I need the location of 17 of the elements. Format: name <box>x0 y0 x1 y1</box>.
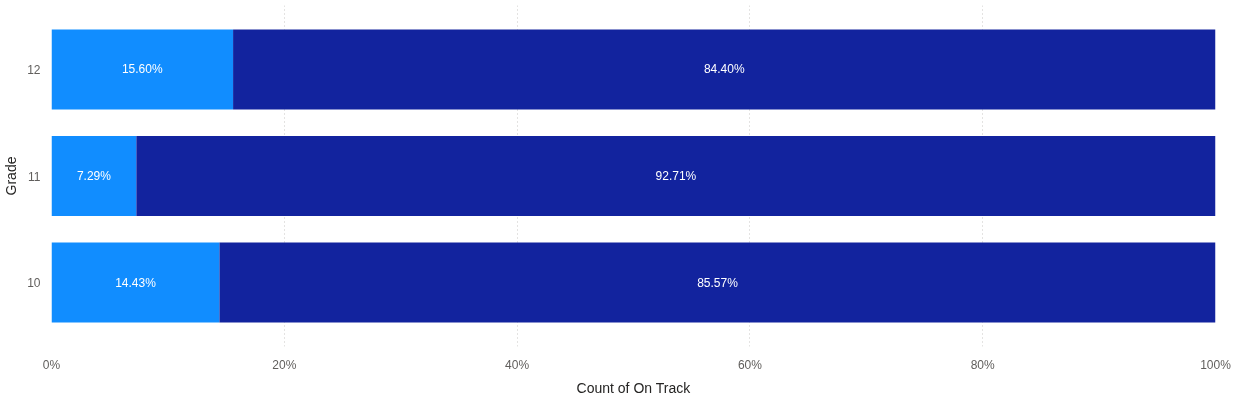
data-label: 84.40% <box>703 62 745 77</box>
data-label: 15.60% <box>121 62 163 77</box>
x-tick-label: 60% <box>737 357 763 372</box>
x-tick-label: 100% <box>1200 357 1232 372</box>
data-label: 7.29% <box>76 169 112 183</box>
x-tick-label: 0% <box>42 357 61 372</box>
y-tick-label: 12 <box>27 62 41 77</box>
data-label: 14.43% <box>115 275 157 290</box>
y-tick-label: 10 <box>27 276 41 291</box>
x-tick-label: 20% <box>272 357 297 372</box>
x-axis-title: Count of On Track <box>576 379 692 396</box>
x-tick-label: 80% <box>970 357 996 372</box>
y-tick-label: 11 <box>28 169 41 184</box>
x-tick-label: 40% <box>505 357 530 372</box>
y-axis-title: Grade <box>3 156 20 196</box>
data-label: 85.57% <box>697 275 739 290</box>
data-label: 92.71% <box>655 169 697 183</box>
